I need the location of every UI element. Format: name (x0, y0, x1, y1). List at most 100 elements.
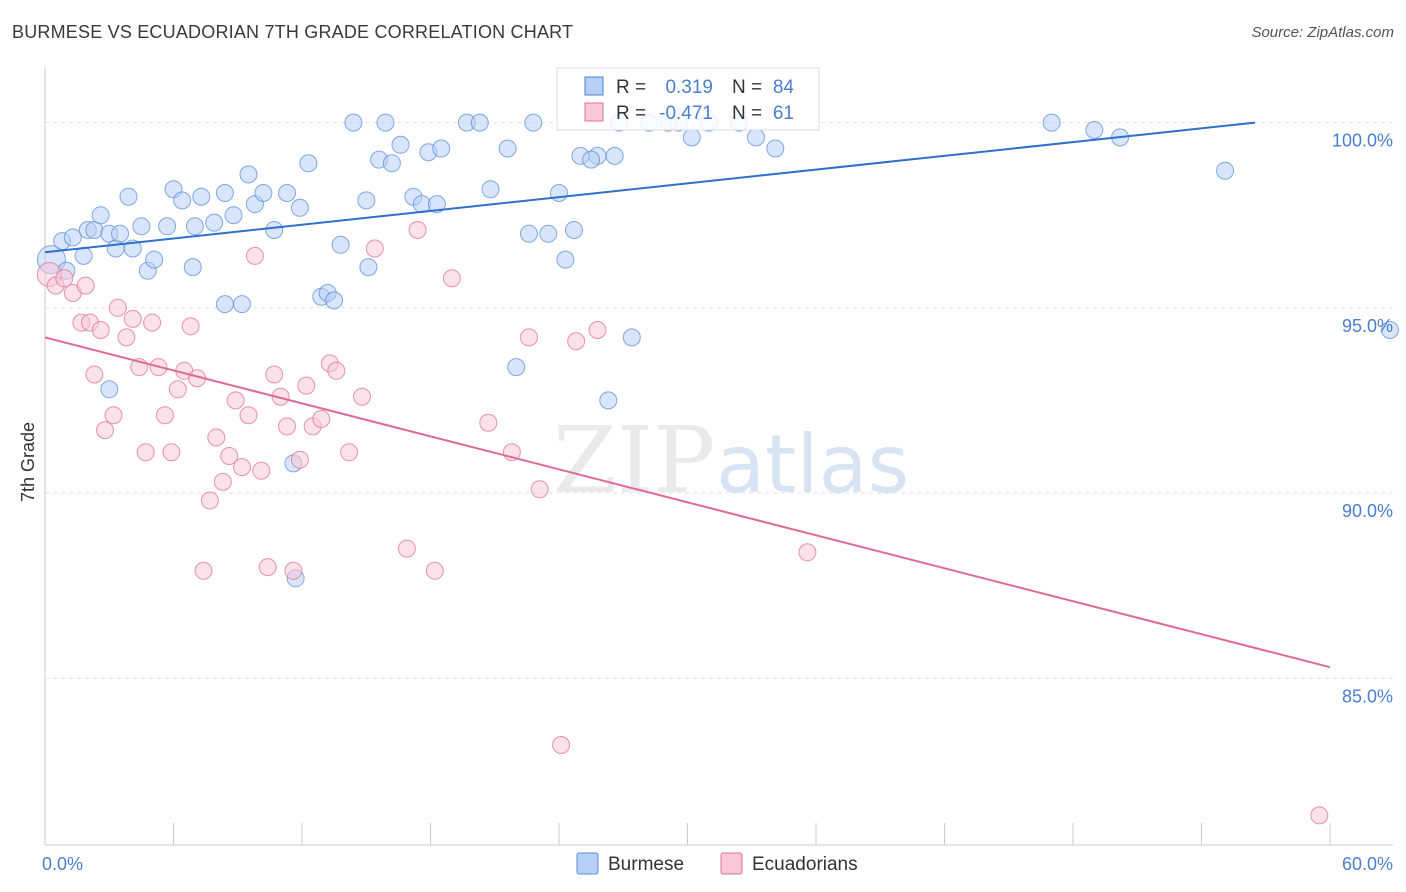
y-tick-label-0: 100.0% (1332, 131, 1393, 151)
point-burmese-29 (278, 184, 296, 202)
point-ecuadorian-11 (117, 328, 136, 347)
point-burmese-35 (331, 235, 350, 254)
legend-swatch-1 (584, 102, 604, 122)
point-ecuadorian-36 (278, 417, 296, 436)
point-ecuadorian-31 (245, 246, 264, 265)
point-ecuadorian-41 (312, 410, 331, 428)
chart-title: BURMESE VS ECUADORIAN 7TH GRADE CORRELAT… (12, 22, 574, 42)
point-burmese-52 (507, 358, 526, 377)
series-name-1: Ecuadorians (752, 854, 858, 875)
point-burmese-20 (185, 217, 204, 236)
point-ecuadorian-21 (181, 317, 200, 336)
point-ecuadorian-56 (567, 332, 586, 351)
point-burmese-40 (376, 113, 395, 132)
point-ecuadorian-10 (108, 298, 127, 317)
point-burmese-18 (173, 191, 192, 210)
series-legend: Burmese Ecuadorians (576, 852, 858, 875)
point-ecuadorian-6 (85, 365, 104, 384)
point-burmese-72 (1042, 113, 1061, 132)
point-burmese-16 (158, 217, 177, 236)
point-ecuadorian-7 (91, 321, 110, 339)
point-ecuadorian-50 (442, 269, 461, 288)
watermark-atlas: atlas (716, 418, 909, 511)
point-burmese-11 (119, 187, 138, 206)
point-burmese-27 (254, 184, 273, 202)
legend-r-value-1: -0.471 (659, 103, 713, 124)
point-burmese-47 (432, 139, 451, 158)
point-ecuadorian-53 (520, 328, 538, 347)
point-ecuadorian-8 (96, 421, 114, 440)
point-ecuadorian-39 (297, 376, 316, 395)
point-ecuadorian-57 (588, 321, 607, 339)
point-burmese-83 (605, 146, 624, 165)
point-ecuadorian-30 (239, 406, 258, 425)
point-ecuadorian-27 (220, 447, 239, 465)
point-burmese-10 (111, 224, 129, 243)
point-ecuadorian-28 (226, 391, 245, 410)
point-ecuadorian-9 (104, 406, 123, 425)
point-burmese-23 (215, 184, 234, 202)
legend-n-value-1: 61 (773, 103, 794, 124)
point-burmese-76 (1381, 321, 1399, 339)
point-burmese-54 (524, 113, 543, 132)
point-burmese-56 (550, 184, 568, 202)
point-ecuadorian-15 (143, 313, 162, 332)
point-burmese-36 (344, 113, 363, 132)
point-burmese-7 (91, 206, 110, 225)
point-ecuadorian-54 (530, 480, 549, 499)
point-ecuadorian-55 (552, 736, 571, 754)
point-burmese-13 (132, 217, 151, 236)
point-ecuadorian-49 (425, 561, 444, 580)
x-tick-labels: 0.0% 60.0% (42, 854, 1393, 874)
y-axis-label: 7th Grade (18, 422, 38, 502)
point-ecuadorian-14 (136, 443, 155, 462)
point-burmese-28 (265, 221, 284, 239)
point-ecuadorian-47 (397, 539, 416, 558)
point-burmese-41 (382, 154, 401, 173)
point-burmese-19 (183, 258, 202, 277)
point-ecuadorian-26 (213, 472, 232, 491)
point-ecuadorian-32 (252, 461, 271, 480)
point-ecuadorian-44 (340, 443, 359, 462)
legend-swatch-0 (584, 76, 604, 96)
point-ecuadorian-51 (479, 413, 498, 432)
point-burmese-42 (391, 135, 410, 154)
point-burmese-71 (766, 139, 785, 158)
point-ecuadorian-25 (207, 428, 226, 447)
point-burmese-61 (599, 391, 618, 410)
point-burmese-57 (556, 250, 575, 269)
y-tick-labels: 100.0% 95.0% 90.0% 85.0% (1332, 131, 1393, 707)
legend-r-label-0: R = (616, 77, 646, 98)
point-burmese-50 (481, 180, 500, 199)
point-ecuadorian-18 (162, 443, 181, 462)
point-burmese-31 (299, 154, 318, 173)
point-burmese-37 (357, 191, 376, 210)
legend-r-value-0: 0.319 (665, 77, 713, 98)
point-burmese-38 (359, 258, 378, 277)
trend-line-ecuadorian (44, 336, 1331, 669)
y-tick-label-1: 95.0% (1342, 316, 1393, 336)
point-ecuadorian-48 (408, 221, 427, 239)
watermark-zip: ZIP (553, 407, 715, 514)
point-ecuadorian-37 (284, 561, 303, 580)
trend-line-burmese (44, 121, 1256, 254)
source-label: Source: ZipAtlas.com (1251, 24, 1394, 41)
point-ecuadorian-38 (290, 450, 309, 469)
series-swatch-1 (720, 852, 743, 875)
point-ecuadorian-2 (55, 269, 74, 288)
point-burmese-63 (622, 328, 641, 347)
point-burmese-44 (412, 195, 431, 214)
point-burmese-21 (192, 187, 211, 206)
trend-lines (44, 121, 1331, 669)
point-burmese-34 (325, 291, 344, 310)
point-ecuadorian-60 (76, 276, 95, 295)
point-burmese-22 (205, 213, 224, 232)
point-burmese-51 (498, 139, 517, 158)
point-burmese-30 (290, 198, 309, 217)
point-burmese-49 (470, 113, 489, 132)
point-burmese-78 (215, 295, 234, 314)
legend-n-label-1: N = (732, 103, 762, 124)
legend-n-label-0: N = (732, 77, 762, 98)
data-points (36, 113, 1399, 825)
